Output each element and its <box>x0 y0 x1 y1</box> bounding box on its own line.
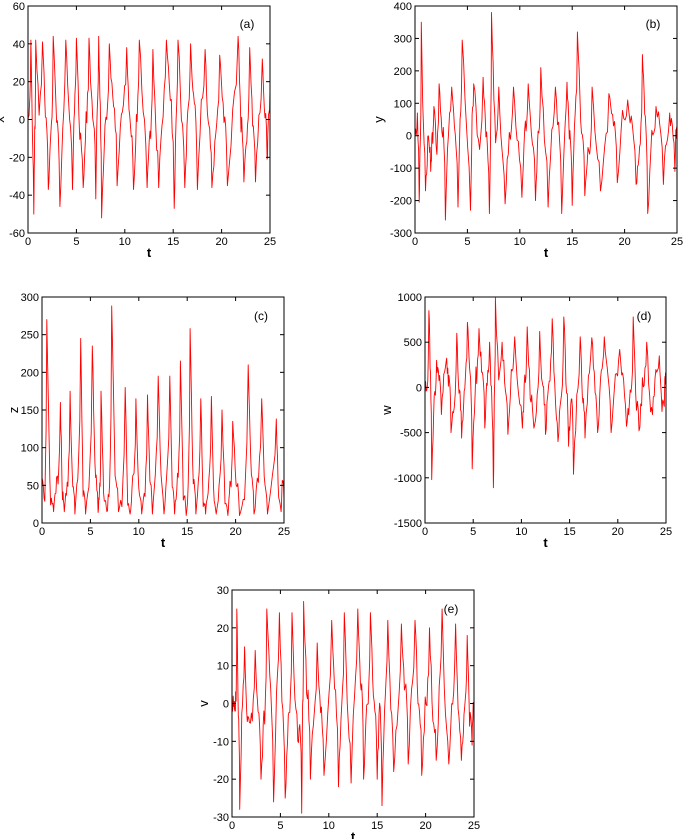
panel-label: (b) <box>646 17 661 31</box>
x-tick-label: 5 <box>73 236 79 248</box>
x-tick-label: 15 <box>563 526 575 538</box>
x-tick-label: 25 <box>671 236 683 248</box>
x-tick-label: 10 <box>515 526 527 538</box>
plot-frame <box>231 589 475 818</box>
x-tick-label: 20 <box>612 526 624 538</box>
plot-frame <box>414 5 678 234</box>
y-tick-label: 10 <box>217 661 229 673</box>
y-tick-label: 0 <box>33 518 39 530</box>
x-tick-label: 10 <box>133 526 145 538</box>
x-tick-label: 0 <box>422 526 428 538</box>
x-tick-label: 25 <box>468 820 480 832</box>
y-tick-label: -10 <box>213 736 229 748</box>
chart-panel-1: 0 5 10 15 20 25 -300 -200 -100 0 100 200 300 400 t y (b) <box>371 1 683 260</box>
y-axis-label: z <box>6 407 21 414</box>
y-tick-label: -20 <box>9 152 25 164</box>
y-axis-label: v <box>196 700 211 707</box>
y-tick-label: -40 <box>9 190 25 202</box>
x-tick-label: 20 <box>215 236 227 248</box>
x-tick-label: 25 <box>660 526 672 538</box>
x-tick-label: 0 <box>25 236 31 248</box>
x-tick-label: 10 <box>514 236 526 248</box>
x-axis-label: t <box>543 535 548 550</box>
panel-label: (c) <box>254 309 268 323</box>
y-tick-label: 0 <box>416 382 422 394</box>
y-tick-label: 1000 <box>398 292 422 304</box>
y-tick-label: 40 <box>13 39 25 51</box>
y-axis-label: y <box>371 116 386 123</box>
y-tick-label: 400 <box>394 1 412 13</box>
y-tick-label: 100 <box>394 98 412 110</box>
chart-panel-0: 0 5 10 15 20 25 -60 -40 -20 0 20 40 60 t x (a) <box>0 1 276 260</box>
y-tick-label: -100 <box>390 163 412 175</box>
plot-frame <box>27 5 271 234</box>
panel-label: (e) <box>444 602 459 616</box>
y-tick-label: 150 <box>21 405 39 417</box>
y-tick-label: 200 <box>21 367 39 379</box>
y-tick-label: -60 <box>9 228 25 240</box>
y-tick-label: 250 <box>21 330 39 342</box>
x-tick-label: 15 <box>371 820 383 832</box>
y-tick-label: 60 <box>13 1 25 13</box>
y-tick-label: 0 <box>223 699 229 711</box>
x-tick-label: 20 <box>419 820 431 832</box>
x-tick-label: 25 <box>264 236 276 248</box>
y-tick-label: 300 <box>21 292 39 304</box>
y-tick-label: 20 <box>217 623 229 635</box>
series-line <box>232 600 474 814</box>
y-tick-label: 100 <box>21 443 39 455</box>
plot-frame <box>424 296 667 524</box>
y-tick-label: 50 <box>27 480 39 492</box>
y-tick-label: -1000 <box>394 473 422 485</box>
x-tick-label: 0 <box>229 820 235 832</box>
y-tick-label: 300 <box>394 33 412 45</box>
y-tick-label: 0 <box>406 131 412 143</box>
chart-panel-4: 0 5 10 15 20 25 -30 -20 -10 0 10 20 30 t v (e) <box>196 585 480 839</box>
x-tick-label: 15 <box>167 236 179 248</box>
y-tick-label: -300 <box>390 228 412 240</box>
panel-label: (a) <box>240 17 255 31</box>
y-tick-label: -1500 <box>394 518 422 530</box>
x-tick-label: 0 <box>39 526 45 538</box>
y-tick-label: 30 <box>217 585 229 597</box>
x-axis-label: t <box>161 535 166 550</box>
y-tick-label: -200 <box>390 196 412 208</box>
x-tick-label: 5 <box>277 820 283 832</box>
y-axis-label: w <box>379 405 394 416</box>
x-axis-label: t <box>351 829 356 839</box>
series-line <box>415 12 677 221</box>
x-tick-label: 25 <box>278 526 290 538</box>
x-tick-label: 5 <box>464 236 470 248</box>
y-tick-label: -30 <box>213 812 229 824</box>
x-tick-label: 20 <box>229 526 241 538</box>
x-tick-label: 10 <box>323 820 335 832</box>
series-line <box>42 305 284 516</box>
y-tick-label: -500 <box>400 428 422 440</box>
y-tick-label: 20 <box>13 77 25 89</box>
series-line <box>28 35 270 219</box>
y-tick-label: 0 <box>19 115 25 127</box>
x-tick-label: 20 <box>618 236 630 248</box>
x-axis-label: t <box>544 245 549 260</box>
x-tick-label: 15 <box>566 236 578 248</box>
x-tick-label: 0 <box>412 236 418 248</box>
y-tick-label: -20 <box>213 774 229 786</box>
x-tick-label: 5 <box>87 526 93 538</box>
chart-panel-3: 0 5 10 15 20 25 -1500 -1000 -500 0 500 1000 t w (d) <box>379 292 672 550</box>
y-tick-label: 500 <box>404 337 422 349</box>
x-tick-label: 15 <box>181 526 193 538</box>
panel-label: (d) <box>637 309 652 323</box>
x-axis-label: t <box>147 245 152 260</box>
y-tick-label: 200 <box>394 66 412 78</box>
series-line <box>425 297 666 489</box>
x-tick-label: 5 <box>470 526 476 538</box>
y-axis-label: x <box>0 116 7 123</box>
x-tick-label: 10 <box>119 236 131 248</box>
